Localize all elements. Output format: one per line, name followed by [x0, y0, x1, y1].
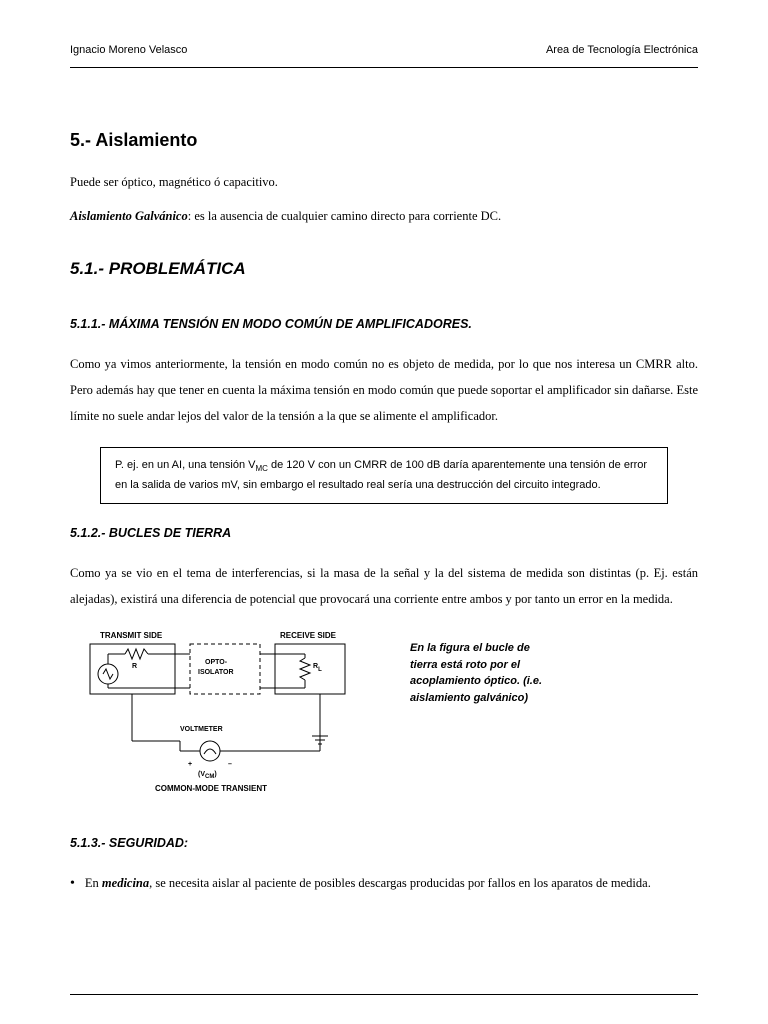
galvanic-text: : es la ausencia de cualquier camino dir…: [188, 209, 501, 223]
galvanic-label: Aislamiento Galvánico: [70, 209, 188, 223]
bullet-bold: medicina: [102, 876, 149, 890]
section-5-1-3: 5.1.3.- SEGURIDAD:: [70, 832, 698, 856]
section-5-1: 5.1.- PROBLEMÁTICA: [70, 253, 698, 285]
label-voltmeter: VOLTMETER: [180, 726, 223, 733]
bullet-rest: , se necesita aislar al paciente de posi…: [149, 876, 651, 890]
galvanic-definition: Aislamiento Galvánico: es la ausencia de…: [70, 205, 698, 229]
label-cmt: COMMON-MODE TRANSIENT: [155, 784, 267, 793]
section-5-1-1: 5.1.1.- MÁXIMA TENSIÓN EN MODO COMÚN DE …: [70, 313, 698, 337]
document-page: Ignacio Moreno Velasco Area de Tecnologí…: [0, 0, 768, 1024]
circuit-diagram: TRANSMIT SIDE RECEIVE SIDE R OPTO- ISOLA…: [70, 626, 380, 806]
figure-caption: En la figura el bucle de tierra está rot…: [410, 640, 550, 706]
label-r: R: [132, 663, 137, 670]
header-area: Area de Tecnología Electrónica: [546, 40, 698, 61]
label-rl: RL: [313, 663, 322, 673]
label-isolator: ISOLATOR: [198, 669, 234, 676]
bullet-text: En medicina, se necesita aislar al pacie…: [85, 870, 698, 896]
bullet-prefix: En: [85, 876, 102, 890]
bullet-icon: •: [70, 877, 75, 891]
svg-text:+: +: [188, 761, 192, 768]
example-box: P. ej. en un AI, una tensión VMC de 120 …: [100, 447, 668, 503]
section-5-1-2: 5.1.2.- BUCLES DE TIERRA: [70, 522, 698, 546]
header-author: Ignacio Moreno Velasco: [70, 40, 187, 61]
page-header: Ignacio Moreno Velasco Area de Tecnologí…: [70, 40, 698, 68]
figure-row: TRANSMIT SIDE RECEIVE SIDE R OPTO- ISOLA…: [70, 626, 698, 806]
svg-text:–: –: [228, 761, 232, 768]
chapter-title: 5.- Aislamiento: [70, 123, 698, 157]
para-5-1-2: Como ya se vio en el tema de interferenc…: [70, 560, 698, 613]
intro-line: Puede ser óptico, magnético ó capacitivo…: [70, 171, 698, 195]
label-receive: RECEIVE SIDE: [280, 631, 337, 640]
bullet-medicina: • En medicina, se necesita aislar al pac…: [70, 870, 698, 896]
label-vcm: (VCM): [198, 771, 217, 780]
para-5-1-1: Como ya vimos anteriormente, la tensión …: [70, 351, 698, 430]
page-footer: [70, 994, 698, 1004]
label-opto: OPTO-: [205, 659, 228, 666]
label-transmit: TRANSMIT SIDE: [100, 631, 163, 640]
